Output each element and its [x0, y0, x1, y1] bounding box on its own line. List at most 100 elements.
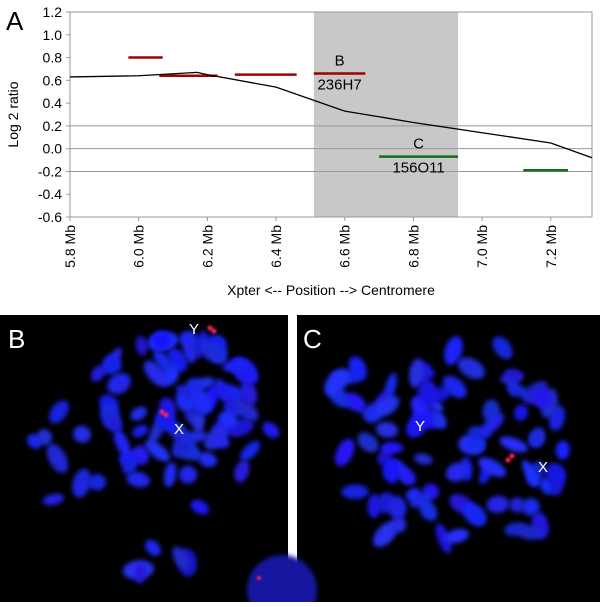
- chromosome: [233, 399, 259, 421]
- chromosome-label: X: [174, 421, 184, 438]
- clone-label: 156O11: [392, 160, 444, 177]
- segment-label: B: [335, 53, 345, 70]
- chromosome: [192, 413, 204, 434]
- chromosome: [406, 412, 429, 438]
- chromosome: [463, 503, 487, 527]
- y-tick-label: -0.4: [38, 186, 62, 202]
- chromosome: [132, 445, 149, 465]
- chromosome: [341, 484, 369, 500]
- chromosome: [514, 404, 529, 421]
- chromosome-label: Y: [189, 321, 199, 338]
- chromosome: [102, 354, 122, 375]
- figure-label: A: [6, 6, 24, 36]
- chromosome: [335, 438, 355, 467]
- chromosome: [90, 365, 106, 382]
- chromosome: [373, 521, 398, 548]
- y-tick-label: 0.6: [43, 72, 63, 88]
- chromosome: [222, 359, 248, 373]
- chromosome: [503, 369, 522, 380]
- x-tick-label: 6.4 Mb: [268, 225, 284, 268]
- plot-frame: [69, 11, 593, 218]
- y-tick-label: 0.8: [43, 50, 63, 66]
- chromosome: [163, 462, 177, 487]
- chromosome: [135, 336, 148, 356]
- chromosome: [391, 516, 407, 533]
- signals: [159, 325, 515, 580]
- chromosome: [555, 440, 570, 460]
- chromosome: [481, 413, 504, 436]
- chromosome: [151, 331, 171, 350]
- chromosome: [153, 350, 172, 371]
- panel-label: B: [8, 324, 25, 354]
- chromosome: [445, 462, 468, 482]
- chromosome: [324, 368, 349, 397]
- chromosome: [239, 381, 258, 406]
- chromosome: [445, 528, 469, 544]
- signal: [207, 325, 213, 331]
- x-tick-label: 6.2 Mb: [199, 225, 215, 268]
- chromosome: [198, 452, 217, 468]
- chromosome: [532, 388, 552, 409]
- chromosome: [435, 523, 452, 554]
- y-tick-label: 0.0: [43, 141, 63, 157]
- chromosome: [73, 425, 91, 443]
- chromosome: [126, 471, 150, 488]
- x-tick-label: 5.8 Mb: [62, 225, 78, 268]
- chromosome: [104, 415, 123, 432]
- chromosome: [398, 468, 416, 486]
- chromosome: [507, 383, 532, 399]
- chromosome: [492, 336, 513, 360]
- chromosome: [213, 435, 230, 449]
- chromosome: [544, 463, 565, 483]
- chromosome: [522, 460, 540, 488]
- y-tick-label: 1.0: [43, 27, 63, 43]
- chromosome: [49, 400, 69, 424]
- chromosome: [217, 411, 238, 429]
- chromosome: [522, 498, 540, 516]
- chromosome: [375, 421, 399, 438]
- chromosome: [130, 406, 148, 421]
- shaded-region: [313, 12, 459, 217]
- chromosome: [182, 333, 198, 363]
- clone-label: 236H7: [317, 77, 361, 94]
- chromosome: [418, 498, 438, 521]
- chromosome: [72, 468, 92, 498]
- chromosome: [122, 457, 138, 475]
- chromosome: [88, 474, 107, 491]
- chromosome: [373, 395, 400, 417]
- chromosome: [135, 563, 146, 584]
- chromosome: [262, 422, 280, 439]
- chromosome: [199, 340, 228, 364]
- y-tick-label: -0.6: [38, 209, 62, 225]
- x-tick-label: 6.6 Mb: [337, 225, 353, 268]
- ratio-line: [69, 71, 593, 159]
- chromosome: [478, 457, 507, 478]
- nucleus: [247, 555, 317, 607]
- chromosome: [37, 429, 52, 446]
- chromosome: [46, 443, 68, 473]
- chromosome: [486, 495, 510, 513]
- chromosomes: [26, 330, 570, 607]
- chromosome: [382, 457, 401, 484]
- chromosome-label: X: [538, 459, 548, 476]
- y-tick-label: 0.2: [43, 118, 63, 134]
- chromosome: [346, 392, 366, 409]
- chromosome: [172, 546, 189, 569]
- signal: [163, 412, 169, 418]
- chromosome: [190, 499, 210, 515]
- chromosome: [179, 465, 197, 484]
- chromosome: [417, 379, 437, 408]
- y-tick-label: 1.2: [43, 4, 63, 20]
- signal: [505, 457, 511, 463]
- y-tick-label: 0.4: [43, 95, 63, 111]
- y-tick-label: -0.2: [38, 163, 62, 179]
- chromosome: [432, 411, 447, 429]
- chromosome: [357, 432, 379, 453]
- x-tick-label: 7.2 Mb: [543, 225, 559, 268]
- chromosome: [499, 436, 528, 453]
- x-tick-label: 6.8 Mb: [405, 225, 421, 268]
- chromosome: [509, 497, 526, 513]
- x-axis-label: Xpter <-- Position --> Centromere: [227, 282, 435, 298]
- chromosome: [190, 388, 213, 414]
